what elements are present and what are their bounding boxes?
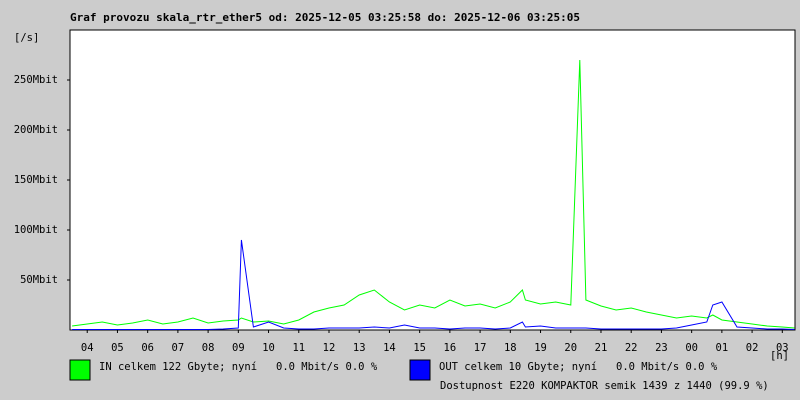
- series-line: [72, 59, 795, 329]
- y-axis-label: [/s]: [14, 32, 39, 44]
- x-tick-label: 12: [323, 342, 336, 354]
- x-tick-label: 05: [111, 342, 124, 354]
- x-tick-label: 15: [413, 342, 426, 354]
- x-tick-label: 23: [655, 342, 668, 354]
- legend-swatch: [69, 359, 91, 381]
- x-tick-label: 07: [172, 342, 185, 354]
- x-tick-label: 03: [776, 342, 789, 354]
- x-tick-label: 21: [595, 342, 608, 354]
- y-tick-label: 200Mbit: [14, 124, 58, 136]
- plot-area: [69, 29, 796, 331]
- x-tick-label: 02: [746, 342, 759, 354]
- y-tick-label: 250Mbit: [14, 74, 58, 86]
- x-tick-label: 22: [625, 342, 638, 354]
- x-tick-label: 08: [202, 342, 215, 354]
- legend-label: OUT celkem 10 Gbyte; nyní 0.0 Mbit/s 0.0…: [439, 361, 718, 373]
- x-tick-label: 10: [262, 342, 275, 354]
- y-tick-label: 150Mbit: [14, 174, 58, 186]
- legend-swatch: [409, 359, 431, 381]
- legend-label: IN celkem 122 Gbyte; nyní 0.0 Mbit/s 0.0…: [99, 361, 378, 373]
- x-tick-label: 14: [383, 342, 396, 354]
- x-tick-label: 19: [534, 342, 547, 354]
- x-tick-label: 18: [504, 342, 517, 354]
- x-tick-label: 16: [444, 342, 457, 354]
- x-tick-label: 00: [685, 342, 698, 354]
- x-tick-label: 20: [564, 342, 577, 354]
- x-tick-label: 04: [81, 342, 94, 354]
- annotation: Dostupnost E220 KOMPAKTOR semik 1439 z 1…: [440, 380, 769, 392]
- x-tick-label: 13: [353, 342, 366, 354]
- y-tick-label: 50Mbit: [20, 274, 58, 286]
- x-tick-label: 11: [292, 342, 305, 354]
- x-tick-label: 06: [141, 342, 154, 354]
- y-tick-label: 100Mbit: [14, 224, 58, 236]
- x-tick-label: 01: [716, 342, 729, 354]
- x-axis-label: [h]: [770, 350, 789, 362]
- chart-title: Graf provozu skala_rtr_ether5 od: 2025-1…: [70, 11, 580, 24]
- series-line: [72, 239, 795, 330]
- x-tick-label: 17: [474, 342, 487, 354]
- x-tick-label: 09: [232, 342, 245, 354]
